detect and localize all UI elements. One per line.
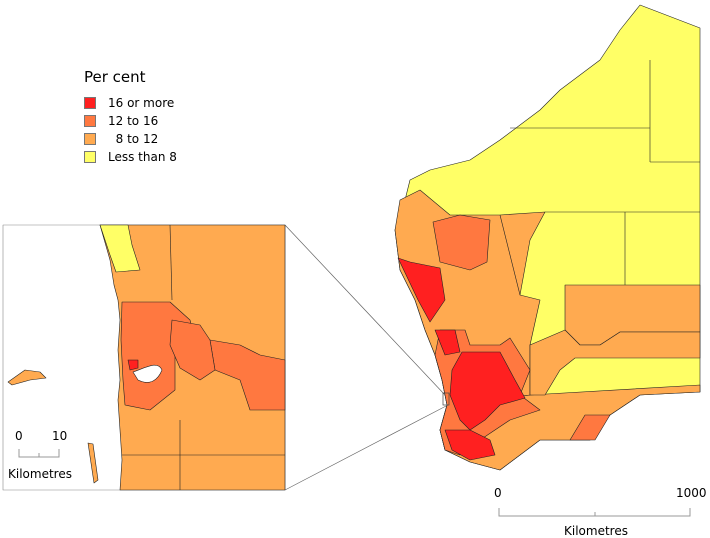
- region-albany-orange: [569, 414, 611, 441]
- inset-leader-bottom: [284, 404, 449, 491]
- legend-item: 16 or more: [84, 94, 177, 112]
- inset-river: [132, 364, 163, 383]
- legend-item: 12 to 16: [84, 112, 177, 130]
- inset-island: [7, 369, 47, 386]
- main-scale-start: 0: [494, 486, 502, 500]
- region-coast-red: [434, 329, 461, 356]
- inset-locator: [442, 392, 450, 406]
- inset-region-orange-east: [209, 339, 286, 411]
- boundary: [499, 214, 521, 296]
- inset-region-red: [127, 359, 139, 371]
- legend-swatch: [84, 133, 96, 145]
- legend-swatch: [84, 97, 96, 109]
- legend-item: 8 to 12: [84, 130, 177, 148]
- inset-region-yellow: [99, 224, 141, 273]
- main-map: [394, 4, 701, 471]
- inset-scale-end: 10: [52, 429, 68, 443]
- inset-leader-top: [284, 224, 446, 396]
- main-scale-unit: Kilometres: [564, 524, 628, 538]
- inset-scale-start: 0: [15, 429, 23, 443]
- inset-scale-unit: Kilometres: [8, 467, 72, 481]
- main-scale-end: 1000: [676, 486, 707, 500]
- main-scale-bar: [498, 508, 691, 517]
- inset-region-orange-mid: [169, 319, 216, 381]
- inset-boundary: [169, 224, 173, 301]
- inset-scale-bar: [18, 449, 60, 458]
- legend-label: Less than 8: [108, 150, 177, 164]
- region-south-red: [444, 429, 496, 461]
- region-mid-red-orange: [432, 214, 491, 271]
- legend-label: 16 or more: [108, 96, 175, 110]
- legend-swatch: [84, 151, 96, 163]
- legend-swatch: [84, 115, 96, 127]
- legend-title: Per cent: [84, 68, 146, 86]
- legend: Per cent 16 or more 12 to 16 8 to 12 Les…: [84, 68, 177, 166]
- region-east-south-orange: [529, 329, 701, 396]
- inset-island-south: [87, 442, 99, 484]
- region-geraldton-red: [397, 257, 446, 323]
- inset-map: [2, 224, 286, 491]
- legend-item: Less than 8: [84, 148, 177, 166]
- region-southwest-red: [449, 351, 526, 431]
- legend-label: 8 to 12: [108, 132, 159, 146]
- legend-label: 12 to 16: [108, 114, 159, 128]
